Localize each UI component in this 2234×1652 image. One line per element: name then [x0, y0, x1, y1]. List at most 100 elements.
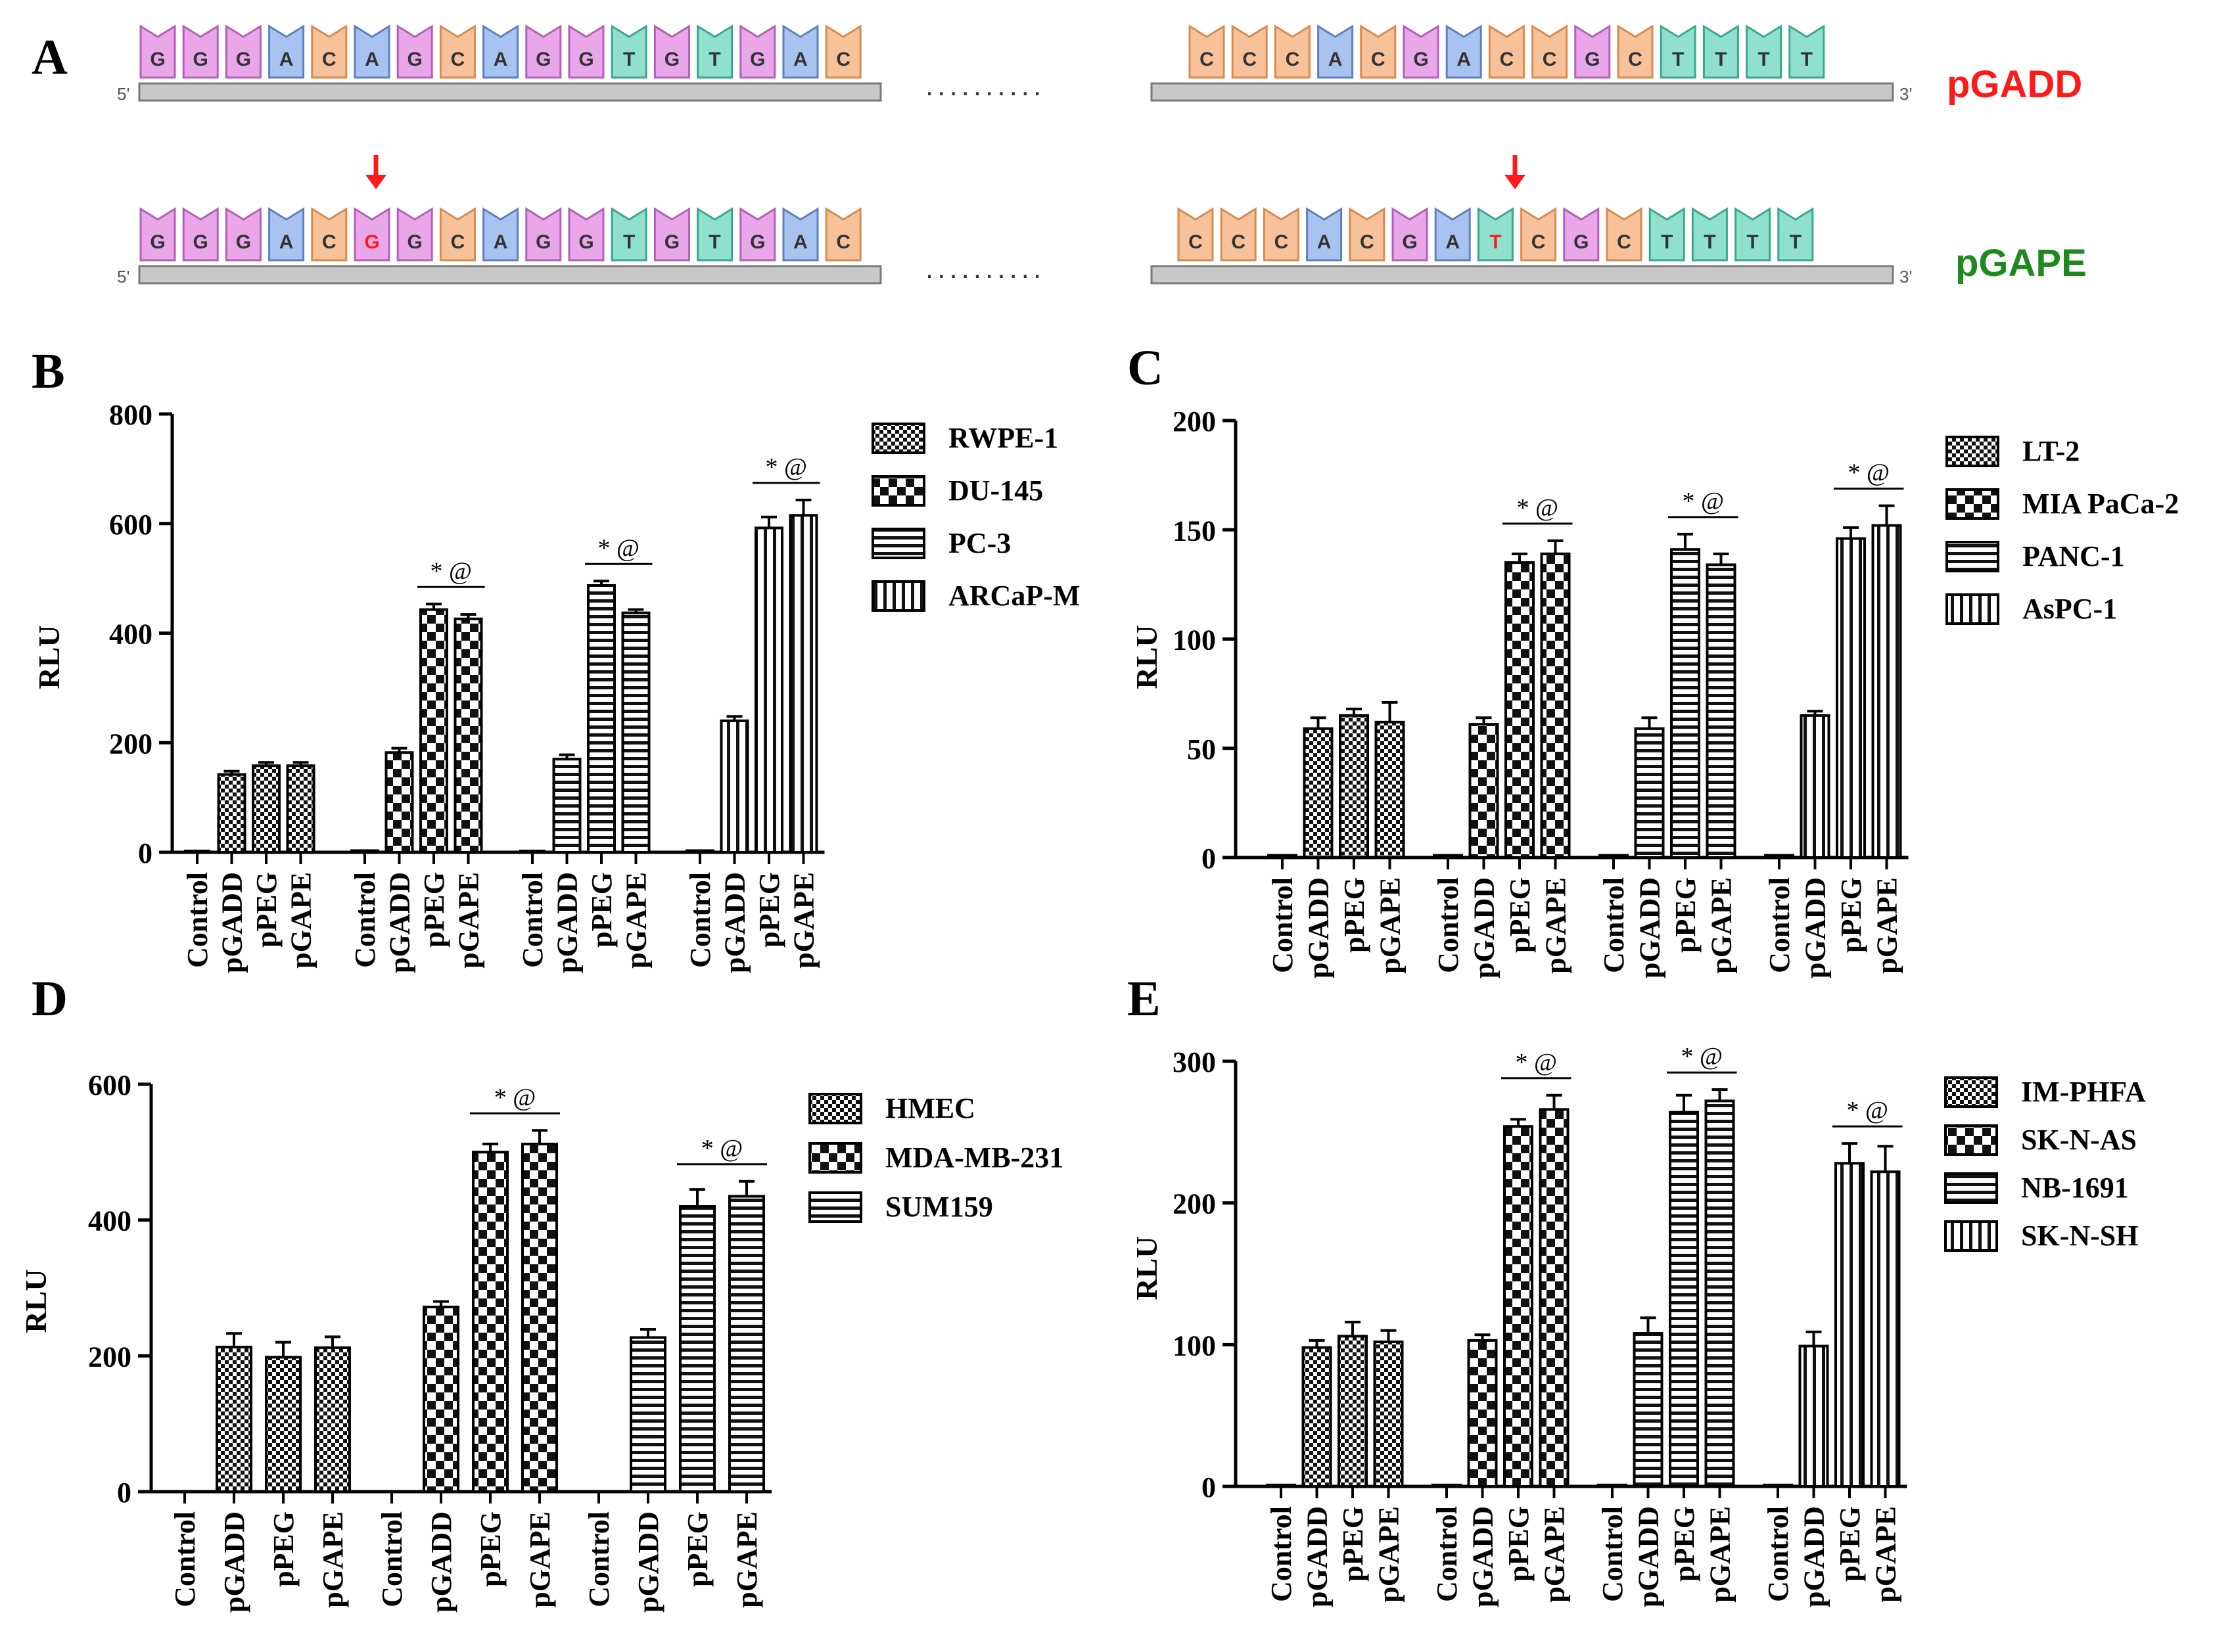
y-tick-label: 400	[88, 1205, 131, 1237]
x-tick-label: pPEG	[1502, 1506, 1535, 1582]
y-tick-label: 600	[88, 1069, 131, 1101]
bar	[1267, 854, 1297, 860]
y-tick-label: 200	[88, 1341, 131, 1373]
nucleotide-C: C	[311, 24, 348, 79]
significance-label: * @	[1847, 1097, 1889, 1124]
series-PC-3: Control pGADD pPEG pGAPE * @	[517, 534, 653, 973]
x-tick-label: pGAPE	[285, 872, 317, 969]
nucleotide-C: C	[1617, 24, 1654, 79]
y-tick-label: 200	[1173, 1188, 1216, 1220]
nucleotide-T: T	[697, 207, 733, 262]
y-tick-label: 400	[109, 618, 152, 651]
x-tick-label: pGAPE	[620, 872, 653, 969]
nucleotide-letter: T	[623, 231, 635, 253]
nucleotide-G: G	[525, 24, 562, 79]
nucleotide-C: C	[1188, 24, 1225, 79]
x-tick-label: Control	[1267, 877, 1299, 973]
nucleotide-T: T	[611, 24, 647, 79]
x-tick-label: pGADD	[218, 1511, 250, 1613]
x-tick-label: pGAPE	[1374, 877, 1407, 974]
bar	[252, 764, 281, 854]
nucleotide-C: C	[1263, 207, 1299, 262]
x-tick-label: pGADD	[1468, 877, 1501, 978]
panel-label-a: A	[32, 30, 68, 85]
series-DU-145: Control pGADD pPEG pGAPE * @	[349, 557, 485, 973]
nucleotide-letter: C	[451, 231, 465, 253]
x-tick-label: Control	[181, 872, 214, 968]
nucleotide-letter: G	[1585, 49, 1600, 70]
nucleotide-T: T	[1788, 24, 1825, 79]
significance-label: * @	[431, 557, 473, 585]
x-tick-label: Control	[1762, 1506, 1794, 1602]
nucleotide-C: C	[1349, 207, 1385, 262]
x-tick-label: pGAPE	[1539, 1506, 1571, 1603]
x-tick-label: pGAPE	[1704, 1506, 1736, 1603]
x-tick-label: pGADD	[1467, 1506, 1499, 1607]
bar	[1763, 1483, 1793, 1488]
bar	[1540, 552, 1571, 859]
legend-label: RWPE-1	[948, 422, 1058, 454]
nucleotide-letter: A	[494, 231, 508, 253]
nucleotide-A: A	[268, 207, 305, 262]
bar	[1339, 714, 1369, 859]
bar	[686, 849, 714, 854]
nucleotide-A: A	[1317, 24, 1354, 79]
y-tick-label: 0	[138, 837, 152, 869]
nucleotide-T: T	[697, 24, 733, 79]
legend-swatch	[808, 1093, 862, 1124]
nucleotide-letter: G	[193, 49, 208, 70]
mutation-arrow-right	[1504, 155, 1525, 189]
nucleotide-G: G	[739, 207, 776, 262]
bar	[1504, 561, 1535, 859]
significance-label: * @	[494, 1084, 536, 1111]
series-SUM159: Control pGADD pPEG pGAPE * @	[583, 1135, 767, 1613]
nucleotide-G: G	[1391, 207, 1428, 262]
nucleotide-G: G	[182, 207, 219, 262]
legend-item: PANC-1	[1945, 540, 2125, 572]
x-tick-label: pPEG	[682, 1511, 714, 1587]
x-tick-label: pGAPE	[1540, 877, 1572, 974]
bar	[1798, 1344, 1829, 1488]
x-tick-label: Control	[1598, 877, 1630, 973]
bar	[679, 1205, 716, 1493]
nucleotide-letter: C	[1199, 49, 1214, 70]
nucleotide-letter: G	[578, 49, 593, 70]
nucleotide-A: A	[268, 24, 305, 79]
x-tick-label: Control	[1763, 877, 1796, 973]
legend-swatch	[1945, 541, 1999, 572]
x-tick-label: pGAPE	[317, 1511, 349, 1608]
nucleotide-G: G	[568, 24, 605, 79]
bar	[419, 608, 448, 854]
significance-label: * @	[1681, 1043, 1723, 1070]
nucleotide-G: G	[1563, 207, 1600, 262]
nucleotide-letter: C	[1543, 49, 1557, 70]
bar	[1706, 563, 1736, 859]
nucleotide-letter: G	[407, 49, 423, 70]
nucleotide-A: A	[1445, 24, 1482, 79]
y-tick-label: 50	[1187, 733, 1216, 766]
series-SK-N-SH: Control pGADD pPEG pGAPE * @	[1762, 1097, 1903, 1607]
significance-label: * @	[1848, 459, 1890, 487]
nucleotide-T: T	[1691, 207, 1728, 262]
bar	[350, 849, 379, 854]
y-tick-label: 300	[1173, 1046, 1216, 1078]
y-tick-label: 0	[1201, 842, 1216, 875]
nucleotide-letter: C	[322, 231, 337, 253]
bar	[217, 773, 246, 854]
nucleotide-G: G	[139, 24, 176, 79]
bar	[1764, 854, 1794, 860]
series-PANC-1: Control pGADD pPEG pGAPE * @	[1598, 488, 1738, 978]
series-HMEC: Control pGADD pPEG pGAPE	[169, 1332, 351, 1613]
nucleotide-letter: G	[1402, 231, 1417, 253]
nucleotide-letter: C	[1500, 49, 1514, 70]
legend-swatch	[1944, 1124, 1998, 1156]
legend-label: IM-PHFA	[2021, 1076, 2146, 1108]
nucleotide-C: C	[311, 207, 348, 262]
series-RWPE-1: Control pGADD pPEG pGAPE	[181, 761, 317, 973]
x-tick-label: pPEG	[250, 872, 283, 948]
x-tick-label: pGADD	[384, 872, 416, 973]
legend-swatch	[1944, 1220, 1998, 1252]
x-tick-label: pGADD	[551, 872, 584, 973]
legend-item: HMEC	[808, 1092, 975, 1124]
